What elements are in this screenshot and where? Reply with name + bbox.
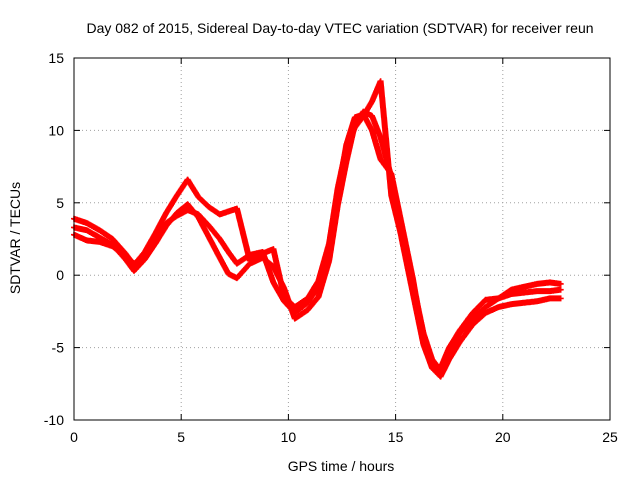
- x-axis-label: GPS time / hours: [288, 458, 395, 474]
- x-tick-label-1: 5: [177, 429, 185, 445]
- x-tick-label-3: 15: [388, 429, 404, 445]
- grid: [74, 58, 610, 420]
- y-tick-label-0: -10: [44, 412, 64, 428]
- y-tick-label-1: -5: [52, 340, 65, 356]
- y-tick-label-5: 15: [48, 50, 64, 66]
- x-tick-label-0: 0: [70, 429, 78, 445]
- axes: [73, 57, 611, 421]
- plot-frame: [73, 57, 611, 421]
- y-tick-label-4: 10: [48, 122, 64, 138]
- y-tick-label-3: 5: [56, 195, 64, 211]
- x-tick-label-4: 20: [495, 429, 511, 445]
- chart-title: Day 082 of 2015, Sidereal Day-to-day VTE…: [86, 20, 593, 36]
- x-tick-label-2: 10: [281, 429, 297, 445]
- ticks: 0 5 10 15 20 25 -10 -5 0 5 10 15: [44, 50, 618, 445]
- x-tick-label-5: 25: [602, 429, 618, 445]
- y-tick-label-2: 0: [56, 267, 64, 283]
- y-axis-label: SDTVAR / TECUs: [7, 182, 23, 294]
